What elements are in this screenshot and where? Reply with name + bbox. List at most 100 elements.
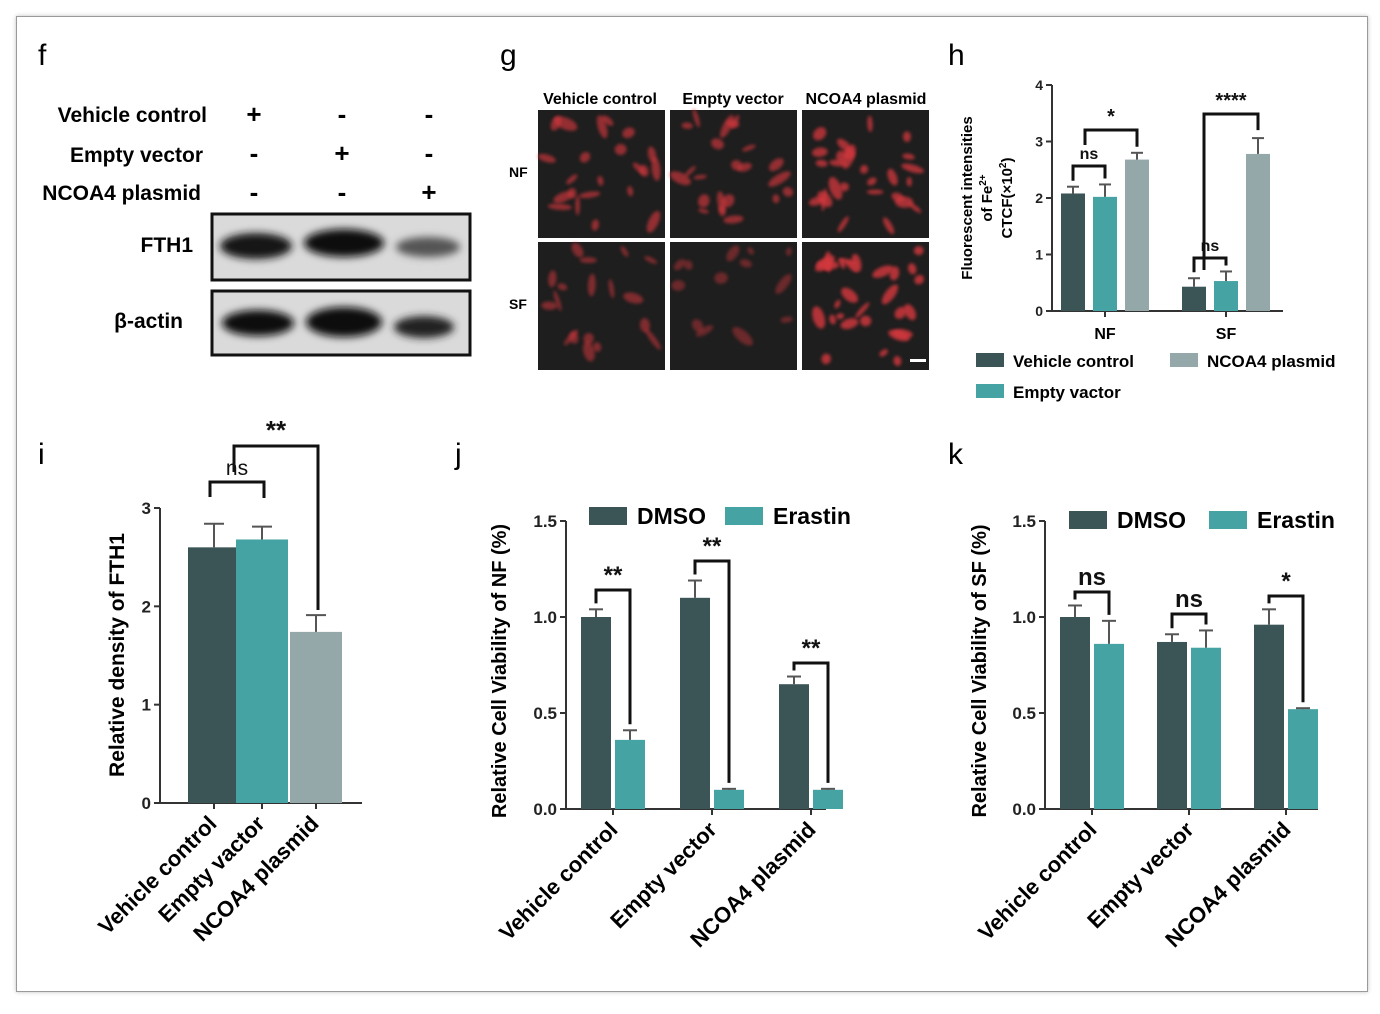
cell-signal [893, 356, 902, 367]
wb-sign: - [250, 177, 259, 207]
cell-signal [583, 333, 594, 345]
cell-signal [881, 284, 899, 305]
cell-signal [732, 326, 753, 346]
micro-col-label-empty: Empty vector [682, 91, 783, 108]
wb-sign: - [338, 177, 347, 207]
cell-signal [742, 144, 756, 152]
j-sig-bracket [594, 588, 632, 725]
cell-signal [571, 242, 584, 258]
micro-row-label-nf: NF [509, 164, 528, 180]
h-bar [1214, 281, 1238, 311]
h-x-tick-label: NF [1094, 326, 1116, 343]
h-sig-bracket [1083, 128, 1139, 147]
cell-signal [671, 280, 686, 291]
cell-signal [888, 329, 910, 342]
cell-signal [632, 162, 646, 175]
micro-col-label-vehicle: Vehicle control [543, 91, 657, 108]
cell-signal [816, 260, 840, 270]
cell-signal [772, 194, 780, 204]
cell-signal [902, 153, 915, 160]
h-x-tick-label: SF [1216, 326, 1237, 343]
cell-signal [901, 163, 924, 174]
cell-signal [785, 247, 792, 256]
scale-bar [910, 359, 926, 362]
h-bar [1093, 196, 1117, 311]
h-bar [1061, 193, 1085, 311]
i-bar [290, 631, 342, 803]
cell-signal [840, 318, 859, 330]
cell-signal [879, 349, 888, 357]
j-sig-bracket-label: ** [604, 562, 623, 589]
cell-signal [894, 306, 907, 319]
cell-signal [579, 151, 591, 163]
cell-signal [608, 279, 615, 299]
cell-signal [693, 174, 707, 180]
wb-sign: + [246, 99, 261, 129]
cell-signal [597, 175, 604, 186]
panel-letter-g: g [500, 39, 517, 72]
j-y-axis-title: Relative Cell Viability of NF (%) [489, 524, 511, 818]
cell-signal [623, 292, 644, 304]
k-y-tick-label: 1.0 [1012, 608, 1036, 627]
k-y-tick-label: 0.0 [1012, 800, 1036, 819]
wb-row-label-ncoa4: NCOA4 plasmid [42, 182, 201, 205]
k-sig-bracket [1170, 612, 1208, 629]
h-bar [1246, 153, 1270, 311]
k-sig-bracket-label: * [1281, 568, 1291, 595]
cell-signal [782, 186, 794, 197]
cell-signal [872, 265, 894, 278]
micro-col-label-ncoa4: NCOA4 plasmid [806, 91, 927, 108]
h-legend-label: Empty vactor [1013, 383, 1121, 402]
k-legend-swatch [1069, 511, 1107, 529]
chart-j: 0.00.51.01.5**Vehicle control**Empty vec… [489, 503, 851, 952]
cell-signal [627, 185, 634, 197]
h-sig-bracket [1192, 256, 1228, 273]
cell-signal [698, 194, 710, 208]
k-sig-bracket-label: ns [1078, 564, 1106, 591]
cell-signal [669, 171, 691, 186]
k-y-axis-title: Relative Cell Viability of SF (%) [969, 524, 991, 817]
i-sig-bracket-label: ** [266, 415, 287, 445]
j-y-tick-label: 0.5 [533, 704, 557, 723]
panel-letter-j: j [454, 438, 462, 471]
cell-signal [566, 174, 578, 185]
cell-signal [821, 353, 831, 365]
h-y-title-close: ) [999, 158, 1016, 163]
cell-signal [768, 171, 791, 187]
h-bar [1182, 286, 1206, 311]
cell-signal [775, 274, 792, 294]
cell-signal [887, 168, 898, 186]
cell-signal [913, 246, 924, 256]
cell-signal [906, 176, 912, 187]
cell-signal [895, 196, 914, 208]
cell-signal [828, 176, 843, 200]
k-bar [1157, 641, 1187, 809]
k-sig-bracket-label: ns [1175, 586, 1203, 613]
k-bar [1191, 647, 1221, 809]
cell-signal [684, 165, 696, 178]
i-bar [236, 539, 288, 803]
i-y-axis-title: Relative density of FTH1 [106, 533, 129, 777]
k-bar [1060, 617, 1090, 809]
cell-signal [718, 205, 726, 217]
cell-signal [813, 127, 827, 141]
cell-signal [537, 153, 556, 163]
cell-signal [622, 127, 635, 139]
panel-letter-k: k [948, 438, 964, 471]
i-y-tick-label: 2 [142, 597, 151, 616]
h-legend-swatch [976, 384, 1004, 398]
h-y-tick-label: 3 [1035, 133, 1043, 149]
wb-band-fth1-vehicle [220, 233, 292, 259]
cell-signal [817, 191, 833, 208]
j-bar [615, 739, 645, 809]
k-y-tick-label: 1.5 [1012, 512, 1036, 531]
cell-signal [829, 314, 836, 325]
cell-signal [867, 177, 877, 186]
cell-signal [695, 325, 714, 337]
h-y-title-line3: CTCF(×102) [998, 158, 1016, 239]
j-legend-label: DMSO [637, 503, 706, 529]
cell-signal [614, 143, 627, 156]
cell-signal [620, 246, 629, 257]
